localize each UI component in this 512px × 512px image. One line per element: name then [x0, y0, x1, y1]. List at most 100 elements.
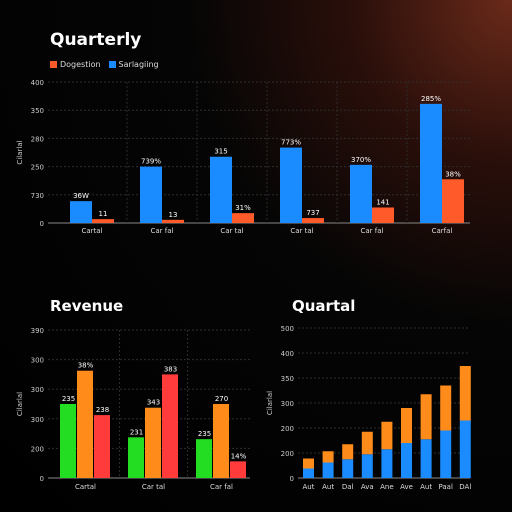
y-tick-label: 400 [281, 350, 294, 358]
bar [440, 430, 452, 478]
data-label: 235 [198, 430, 211, 438]
data-label: 739% [141, 158, 161, 166]
data-label: 315 [214, 148, 227, 156]
bar [60, 404, 76, 478]
bar [420, 394, 432, 440]
bar [92, 219, 114, 223]
data-label: 737 [306, 209, 319, 217]
bar [459, 420, 471, 478]
bar [420, 103, 442, 223]
data-label: 773% [281, 139, 301, 147]
x-tick-label: Cartal [81, 227, 102, 235]
y-tick-label: 280 [31, 135, 44, 143]
bar [280, 147, 302, 223]
x-tick-label: Aut [322, 483, 334, 491]
y-tick-label: 200 [31, 445, 44, 453]
y-axis-label: Cilarlal [16, 392, 24, 416]
bar [140, 166, 162, 223]
data-label: 370% [351, 156, 371, 164]
bar [361, 454, 373, 478]
bar [342, 444, 354, 460]
bar [128, 437, 144, 478]
bar [381, 449, 393, 478]
data-label: 238 [96, 406, 109, 414]
data-label: 141 [376, 198, 389, 206]
y-tick-label: 300 [31, 357, 44, 365]
y-tick-label: 300 [31, 386, 44, 394]
bar [162, 374, 178, 478]
y-tick-label: 350 [281, 375, 294, 383]
x-tick-label: DAl [459, 483, 471, 491]
bar [230, 461, 246, 478]
bar [420, 439, 432, 478]
bar [381, 421, 393, 450]
x-tick-label: Paal [438, 483, 452, 491]
y-tick-label: 250 [31, 164, 44, 172]
bar [232, 213, 254, 223]
data-label: 231 [130, 428, 143, 436]
x-tick-label: Cartal [75, 483, 96, 491]
x-tick-label: Ane [380, 483, 394, 491]
y-tick-label: 500 [281, 325, 294, 333]
bar [303, 458, 314, 469]
data-label: 11 [99, 210, 108, 218]
data-label: 13 [169, 211, 178, 219]
chart-title-quartal: Quartal [292, 297, 356, 315]
data-label: 14% [231, 452, 247, 460]
bar [303, 468, 314, 478]
chart-legend: Dogestion Sarlagiing [50, 60, 159, 69]
bar [210, 156, 232, 223]
bar [342, 459, 354, 478]
x-tick-label: Car tal [220, 227, 243, 235]
x-tick-label: Aut [303, 483, 315, 491]
x-tick-label: Ava [361, 483, 374, 491]
bar [372, 207, 394, 223]
y-tick-label: 200 [281, 450, 294, 458]
bar [94, 415, 110, 478]
x-tick-label: Car fal [210, 483, 233, 491]
chart-title-quarterly: Quarterly [50, 30, 142, 50]
y-tick-label: 730 [31, 192, 44, 200]
data-label: 285% [421, 95, 441, 103]
x-tick-label: Car fal [151, 227, 174, 235]
legend-item-dogestion: Dogestion [50, 60, 101, 69]
y-tick-label: 200 [281, 425, 294, 433]
bar [162, 219, 184, 223]
bar [442, 179, 464, 223]
bar [77, 370, 93, 478]
bar [70, 201, 92, 223]
bar [401, 443, 412, 478]
x-tick-label: Dal [342, 483, 354, 491]
legend-item-sarlagiing: Sarlagiing [108, 60, 159, 69]
data-label: 343 [147, 399, 160, 407]
y-axis-label: Cilarlal [266, 391, 274, 415]
bar [145, 407, 161, 478]
x-tick-label: Aut [420, 483, 432, 491]
y-tick-label: 300 [31, 416, 44, 424]
bar [213, 404, 229, 478]
bar [440, 385, 452, 431]
data-label: 38% [78, 362, 94, 370]
bar [361, 431, 373, 455]
x-tick-label: Car tal [142, 483, 165, 491]
bar [322, 451, 334, 463]
y-tick-label: 0 [40, 475, 44, 483]
y-tick-label: 300 [281, 400, 294, 408]
chart-title-revenue: Revenue [50, 297, 124, 315]
y-axis-label: Cilarlal [16, 140, 24, 164]
x-tick-label: Ave [400, 483, 413, 491]
y-tick-label: 390 [31, 327, 44, 335]
y-tick-label: 0 [40, 220, 44, 228]
x-tick-label: Car fal [361, 227, 384, 235]
bar [196, 439, 212, 478]
bar [401, 408, 412, 443]
data-label: 383 [164, 365, 177, 373]
y-tick-label: 0 [290, 475, 294, 483]
data-label: 31% [235, 204, 251, 212]
y-tick-label: 350 [31, 107, 44, 115]
bar [459, 366, 471, 421]
bar [302, 218, 324, 223]
data-label: 235 [62, 395, 75, 403]
bar [350, 164, 372, 223]
